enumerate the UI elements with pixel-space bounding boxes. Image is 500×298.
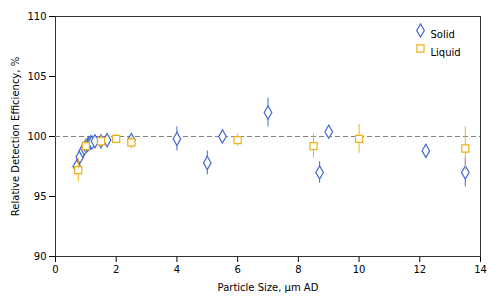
svg-text:10: 10 (353, 264, 366, 275)
svg-text:Solid: Solid (431, 29, 455, 40)
svg-text:0: 0 (52, 264, 58, 275)
svg-text:90: 90 (34, 251, 47, 262)
svg-text:105: 105 (27, 71, 46, 82)
svg-text:Liquid: Liquid (431, 47, 461, 58)
svg-text:2: 2 (113, 264, 119, 275)
svg-text:110: 110 (27, 11, 46, 22)
svg-text:95: 95 (34, 191, 47, 202)
svg-text:14: 14 (474, 264, 487, 275)
svg-text:8: 8 (295, 264, 301, 275)
svg-text:Relative Detection Efficiency,: Relative Detection Efficiency, % (10, 57, 21, 216)
svg-text:100: 100 (27, 131, 46, 142)
svg-text:4: 4 (174, 264, 180, 275)
svg-text:12: 12 (413, 264, 426, 275)
svg-text:6: 6 (234, 264, 240, 275)
svg-text:Particle Size, μm AD: Particle Size, μm AD (218, 282, 319, 293)
